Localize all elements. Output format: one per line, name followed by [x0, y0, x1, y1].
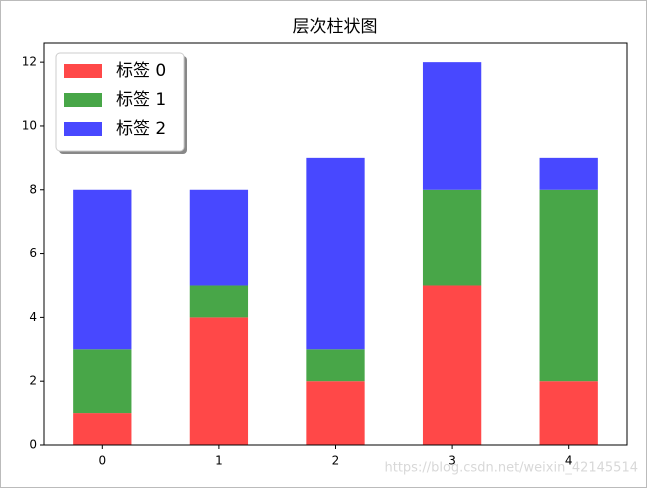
y-tick-label: 4 — [29, 310, 37, 324]
bar-segment — [539, 189, 598, 382]
legend-swatch — [64, 93, 102, 107]
bar-segment — [422, 189, 482, 286]
y-tick-label: 8 — [29, 182, 37, 196]
legend-swatch — [64, 64, 102, 78]
bar-segment — [422, 285, 482, 445]
bar-segment — [73, 413, 132, 445]
watermark: https://blog.csdn.net/weixin_42145514 — [384, 461, 638, 476]
x-tick-label: 2 — [332, 454, 340, 468]
bar-segment — [189, 189, 249, 286]
bar-segment — [73, 189, 132, 350]
y-tick-label: 6 — [29, 246, 37, 260]
legend-label: 标签 1 — [116, 90, 166, 110]
chart-title: 层次柱状图 — [293, 17, 378, 37]
legend-label: 标签 2 — [116, 119, 166, 139]
bar-segment — [189, 317, 249, 445]
bar-segment — [539, 157, 598, 190]
y-tick-label: 10 — [22, 118, 37, 132]
y-tick-label: 2 — [29, 374, 37, 388]
x-tick-label: 4 — [565, 454, 573, 468]
bar-segment — [306, 349, 365, 382]
legend-swatch — [64, 122, 102, 136]
bar-segment — [306, 381, 365, 445]
bar-segment — [539, 381, 598, 445]
y-tick-label: 12 — [22, 55, 37, 69]
bar-segment — [422, 62, 482, 190]
bar-segment — [73, 349, 132, 414]
x-tick-label: 3 — [448, 454, 456, 468]
legend-label: 标签 0 — [116, 61, 166, 81]
bar-segment — [189, 285, 249, 318]
bar-segment — [306, 157, 365, 350]
y-tick-label: 0 — [29, 438, 37, 452]
x-tick-label: 1 — [215, 454, 223, 468]
x-tick-label: 0 — [98, 454, 106, 468]
